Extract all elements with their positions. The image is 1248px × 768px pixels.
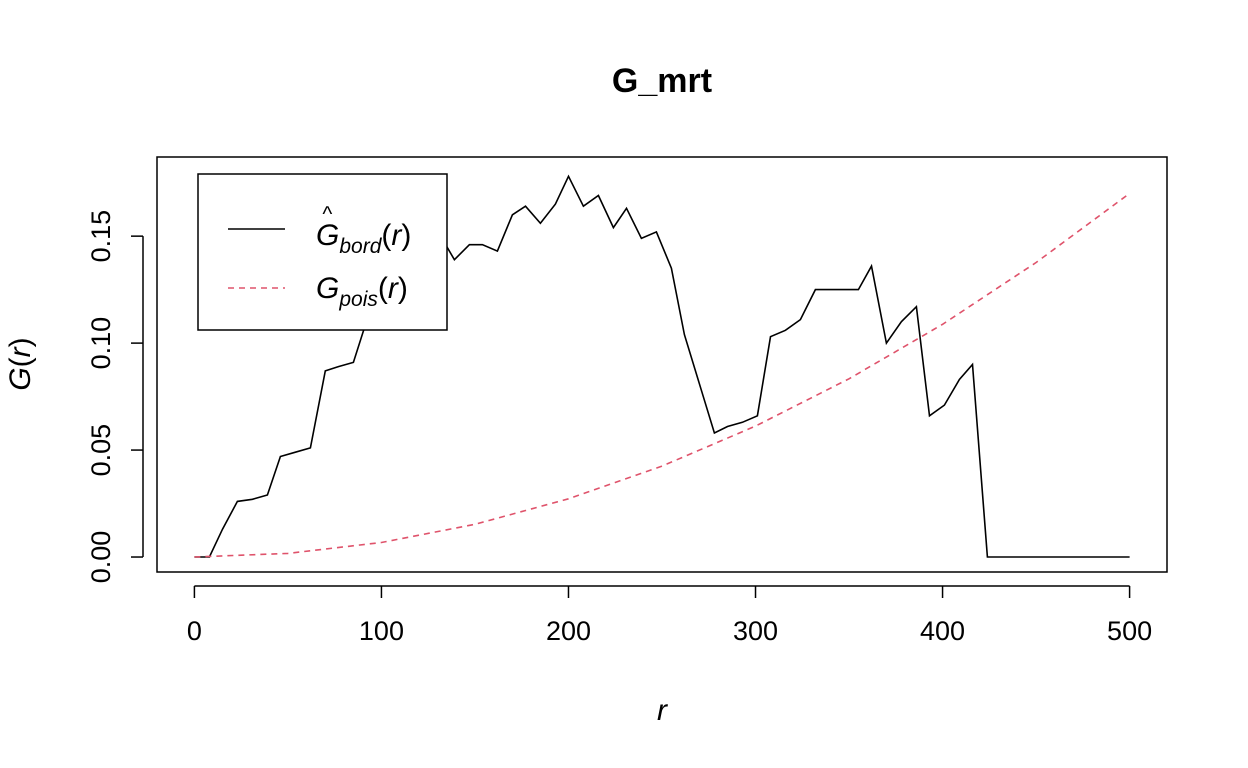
y-axis: 0.00 0.05 0.10 0.15	[86, 210, 144, 584]
legend-bord-paren-close: )	[401, 219, 411, 252]
legend-pois-sub: pois	[338, 288, 378, 311]
legend-bord-main: G	[316, 219, 339, 252]
y-axis-label-arg: r	[4, 346, 37, 357]
x-axis: 0 100 200 300 400 500	[187, 585, 1152, 646]
plot-frame	[156, 156, 1168, 573]
y-tick-label: 0.05	[86, 424, 116, 477]
legend-pois-paren-open: (	[378, 272, 388, 305]
y-tick-label: 0.00	[86, 531, 116, 584]
legend-pois-paren-close: )	[398, 272, 408, 305]
chart-title: G_mrt	[612, 62, 712, 100]
legend-pois-main: G	[316, 272, 339, 305]
x-tick-label: 200	[546, 616, 591, 646]
legend-label-bord: Gbord(r)	[316, 219, 411, 258]
y-axis-label-paren-open: (	[4, 357, 37, 367]
y-tick-label: 0.10	[86, 317, 116, 370]
legend-label-pois: Gpois(r)	[316, 272, 408, 311]
legend-bord-paren-open: (	[381, 219, 391, 252]
series-layer	[194, 174, 1131, 558]
y-axis-label: G(r)	[4, 337, 37, 390]
y-axis-label-paren-close: )	[4, 337, 37, 347]
legend-bord-arg: r	[391, 219, 402, 252]
legend-bord-hat: ^	[322, 203, 333, 226]
legend: Gbord(r) ^ Gpois(r)	[197, 173, 448, 331]
series-line-bord	[194, 174, 1130, 558]
x-tick-label: 500	[1107, 616, 1152, 646]
legend-pois-arg: r	[388, 272, 399, 305]
series-line-pois	[194, 192, 1131, 558]
y-axis-label-main: G	[4, 367, 37, 390]
y-tick-label: 0.15	[86, 210, 116, 263]
x-tick-label: 300	[733, 616, 778, 646]
svg-text:G(r): G(r)	[4, 337, 37, 390]
legend-bord-sub: bord	[339, 235, 382, 258]
x-tick-label: 0	[187, 616, 202, 646]
legend-box	[197, 173, 448, 331]
x-tick-label: 400	[920, 616, 965, 646]
x-tick-label: 100	[359, 616, 404, 646]
x-axis-label: r	[657, 694, 668, 727]
